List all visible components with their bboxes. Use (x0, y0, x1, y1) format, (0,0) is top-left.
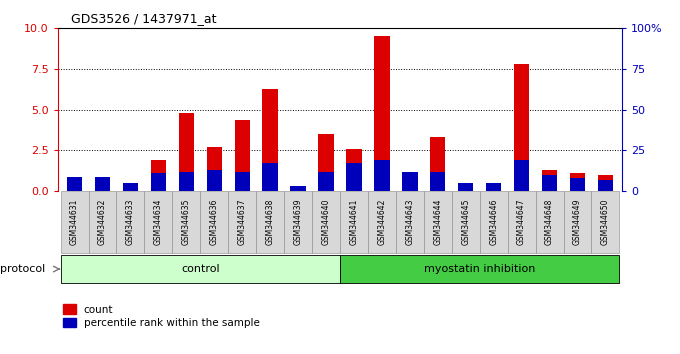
Text: GSM344646: GSM344646 (489, 199, 498, 245)
Text: GSM344650: GSM344650 (601, 199, 610, 245)
Bar (486, 185, 501, 191)
Bar (95, 181, 110, 191)
FancyBboxPatch shape (61, 255, 340, 283)
FancyBboxPatch shape (88, 191, 116, 253)
Bar (151, 173, 166, 191)
Bar (67, 177, 82, 191)
FancyBboxPatch shape (536, 191, 564, 253)
Text: GDS3526 / 1437971_at: GDS3526 / 1437971_at (71, 12, 217, 25)
Bar (262, 164, 278, 191)
FancyBboxPatch shape (228, 191, 256, 253)
FancyBboxPatch shape (424, 191, 452, 253)
Text: GSM344645: GSM344645 (461, 199, 471, 245)
Bar (430, 137, 445, 191)
Bar (235, 172, 250, 191)
Bar (179, 172, 194, 191)
Text: GSM344635: GSM344635 (182, 199, 191, 245)
Text: GSM344632: GSM344632 (98, 199, 107, 245)
Bar (458, 185, 473, 191)
Bar (151, 160, 166, 191)
Bar (514, 160, 529, 191)
FancyBboxPatch shape (340, 191, 368, 253)
Bar (207, 147, 222, 191)
FancyBboxPatch shape (116, 191, 144, 253)
FancyBboxPatch shape (508, 191, 536, 253)
Bar (346, 164, 362, 191)
Bar (542, 175, 557, 191)
Bar (570, 178, 585, 191)
FancyBboxPatch shape (284, 191, 312, 253)
Text: protocol: protocol (0, 264, 46, 274)
Text: GSM344648: GSM344648 (545, 199, 554, 245)
Bar (458, 183, 473, 191)
Bar (179, 113, 194, 191)
Bar (290, 186, 306, 191)
Text: GSM344649: GSM344649 (573, 199, 582, 245)
Bar (542, 170, 557, 191)
Bar (514, 64, 529, 191)
Bar (207, 170, 222, 191)
Text: GSM344633: GSM344633 (126, 199, 135, 245)
FancyBboxPatch shape (61, 191, 88, 253)
Bar (598, 175, 613, 191)
Text: GSM344647: GSM344647 (517, 199, 526, 245)
FancyBboxPatch shape (256, 191, 284, 253)
Bar (598, 180, 613, 191)
FancyBboxPatch shape (340, 255, 619, 283)
Bar (318, 134, 334, 191)
Bar (374, 160, 390, 191)
FancyBboxPatch shape (172, 191, 201, 253)
FancyBboxPatch shape (312, 191, 340, 253)
Text: GSM344639: GSM344639 (294, 199, 303, 245)
Bar (95, 177, 110, 191)
Text: GSM344643: GSM344643 (405, 199, 414, 245)
FancyBboxPatch shape (592, 191, 619, 253)
Bar (235, 120, 250, 191)
Bar (290, 190, 306, 191)
Bar (318, 172, 334, 191)
FancyBboxPatch shape (201, 191, 228, 253)
Text: GSM344636: GSM344636 (209, 199, 219, 245)
Text: myostatin inhibition: myostatin inhibition (424, 264, 535, 274)
Bar (430, 172, 445, 191)
FancyBboxPatch shape (452, 191, 479, 253)
Bar (346, 149, 362, 191)
FancyBboxPatch shape (564, 191, 592, 253)
Legend: count, percentile rank within the sample: count, percentile rank within the sample (63, 304, 260, 328)
Text: GSM344642: GSM344642 (377, 199, 386, 245)
Bar (123, 183, 138, 191)
Bar (486, 183, 501, 191)
Bar (67, 181, 82, 191)
Text: control: control (181, 264, 220, 274)
Bar (570, 173, 585, 191)
FancyBboxPatch shape (396, 191, 424, 253)
Text: GSM344644: GSM344644 (433, 199, 442, 245)
Text: GSM344638: GSM344638 (266, 199, 275, 245)
FancyBboxPatch shape (144, 191, 172, 253)
Bar (374, 36, 390, 191)
Bar (402, 172, 418, 191)
Bar (123, 185, 138, 191)
Text: GSM344634: GSM344634 (154, 199, 163, 245)
Bar (402, 180, 418, 191)
FancyBboxPatch shape (479, 191, 508, 253)
FancyBboxPatch shape (368, 191, 396, 253)
Text: GSM344641: GSM344641 (350, 199, 358, 245)
Text: GSM344640: GSM344640 (322, 199, 330, 245)
Text: GSM344637: GSM344637 (238, 199, 247, 245)
Bar (262, 88, 278, 191)
Text: GSM344631: GSM344631 (70, 199, 79, 245)
